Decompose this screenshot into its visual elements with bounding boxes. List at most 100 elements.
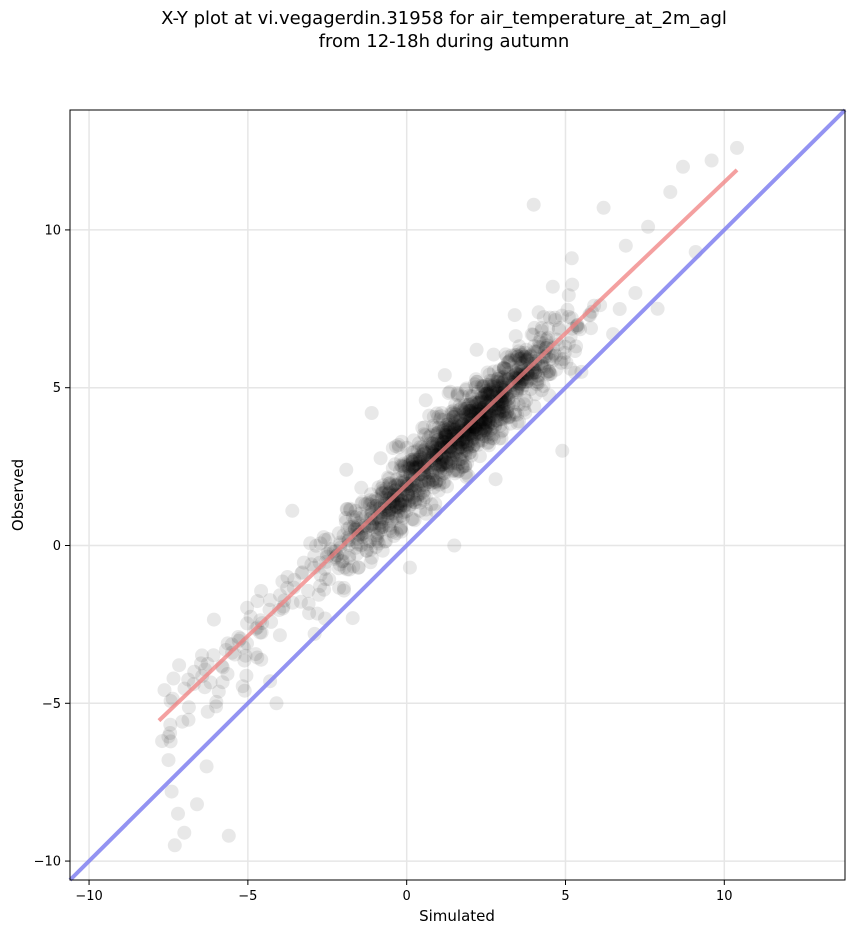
data-point xyxy=(402,461,417,476)
data-point xyxy=(482,377,497,392)
data-point xyxy=(490,378,505,393)
data-point xyxy=(524,371,539,386)
data-point xyxy=(393,522,408,537)
data-point xyxy=(497,410,512,425)
data-point xyxy=(412,440,427,455)
data-point xyxy=(398,493,413,507)
data-point xyxy=(434,409,449,424)
data-point xyxy=(496,361,511,376)
data-point xyxy=(385,511,400,526)
data-point xyxy=(163,717,178,732)
data-point xyxy=(478,416,493,431)
data-point xyxy=(355,494,370,509)
data-point xyxy=(405,455,420,469)
data-point xyxy=(498,347,513,362)
data-point xyxy=(354,480,369,495)
data-point xyxy=(528,365,543,380)
data-point xyxy=(515,355,530,370)
data-point xyxy=(335,554,350,568)
data-point xyxy=(504,348,519,363)
data-point xyxy=(452,413,467,428)
data-point xyxy=(250,594,265,609)
data-point xyxy=(527,399,542,414)
data-point xyxy=(490,371,505,386)
data-point xyxy=(480,386,495,401)
data-point xyxy=(275,574,290,589)
data-point xyxy=(561,336,576,351)
data-point xyxy=(479,412,494,427)
data-point xyxy=(493,370,508,385)
data-point xyxy=(514,371,529,386)
data-point xyxy=(485,385,500,400)
data-point xyxy=(425,436,440,451)
data-point xyxy=(367,512,382,527)
data-point xyxy=(406,474,421,489)
data-point xyxy=(430,433,445,448)
data-point xyxy=(476,423,491,438)
data-point xyxy=(358,497,373,512)
data-point xyxy=(459,407,473,422)
data-point xyxy=(437,430,452,445)
data-point xyxy=(444,407,459,421)
data-point xyxy=(462,397,477,412)
data-point xyxy=(373,451,388,466)
data-point xyxy=(295,565,310,580)
data-point xyxy=(389,439,403,454)
data-point xyxy=(433,464,448,479)
data-point xyxy=(405,459,420,474)
data-point xyxy=(394,497,409,512)
data-point xyxy=(483,373,497,388)
data-point xyxy=(409,456,424,471)
x-axis-label: Simulated xyxy=(419,907,495,925)
data-point xyxy=(163,734,178,749)
data-point xyxy=(497,360,512,375)
data-point xyxy=(415,447,430,462)
data-point xyxy=(536,379,551,394)
data-point xyxy=(355,530,370,545)
data-point xyxy=(383,497,398,512)
data-point xyxy=(405,486,420,501)
data-point xyxy=(417,420,432,435)
data-point xyxy=(461,438,476,453)
data-point xyxy=(343,501,358,516)
data-point xyxy=(489,409,504,424)
data-point xyxy=(414,478,429,493)
data-point xyxy=(342,551,357,566)
data-point xyxy=(555,443,570,458)
data-point xyxy=(545,353,560,368)
data-point xyxy=(369,528,384,543)
data-point xyxy=(536,336,551,351)
data-point xyxy=(364,487,378,502)
data-point xyxy=(197,680,212,695)
data-point xyxy=(541,367,556,382)
data-point xyxy=(443,453,458,468)
data-point xyxy=(471,384,486,399)
data-point xyxy=(475,390,490,405)
data-point xyxy=(480,436,495,451)
data-point xyxy=(181,672,196,687)
data-point xyxy=(359,530,374,545)
data-point xyxy=(363,555,378,570)
data-point xyxy=(379,481,394,496)
data-point xyxy=(531,339,546,354)
data-point xyxy=(434,433,449,448)
data-point xyxy=(376,519,391,534)
y-tick-label: 10 xyxy=(44,223,61,238)
data-point xyxy=(359,543,374,558)
data-point xyxy=(462,388,477,403)
data-point xyxy=(382,518,396,533)
data-point xyxy=(280,570,295,584)
data-point xyxy=(443,440,458,455)
data-point xyxy=(401,458,416,473)
data-point xyxy=(302,606,317,621)
data-point xyxy=(436,430,450,445)
data-point xyxy=(464,432,479,446)
data-point xyxy=(250,650,265,665)
data-point xyxy=(415,440,429,455)
data-point xyxy=(410,456,425,471)
data-point xyxy=(416,451,431,466)
data-point xyxy=(254,652,269,667)
data-point xyxy=(472,404,487,419)
data-point xyxy=(243,609,258,624)
data-point xyxy=(446,451,461,466)
